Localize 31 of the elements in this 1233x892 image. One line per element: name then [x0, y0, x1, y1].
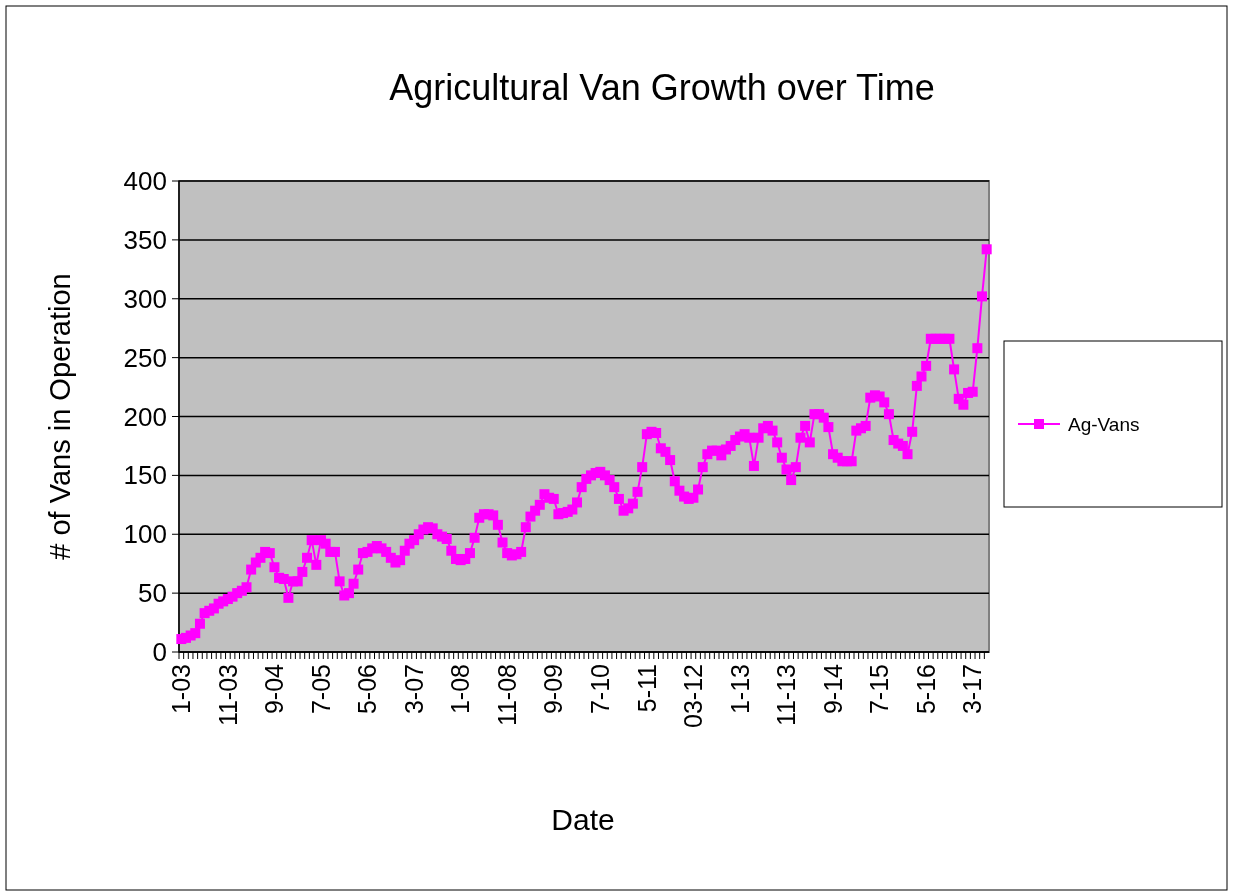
x-tick-label: 1-13 [725, 664, 754, 715]
y-tick-label: 0 [152, 637, 167, 668]
y-axis-title: # of Vans in Operation [44, 273, 76, 560]
x-tick-label: 9-09 [539, 664, 568, 715]
x-tick-label: 11-08 [492, 664, 521, 727]
x-tick-label: 7-05 [306, 664, 335, 715]
legend-label: Ag-Vans [1068, 413, 1140, 435]
y-tick-label: 150 [123, 460, 167, 491]
x-tick-label: 11-03 [213, 664, 242, 727]
x-tick-label: 3-07 [399, 664, 428, 715]
x-tick-label: 9-04 [260, 663, 289, 715]
x-axis-title: Date [551, 803, 615, 836]
x-tick-label: 11-13 [772, 664, 801, 727]
y-tick-label: 200 [123, 401, 167, 432]
x-tick-label: 5-16 [911, 664, 940, 715]
y-tick-label: 250 [123, 342, 167, 373]
y-tick-label: 350 [123, 224, 167, 255]
y-tick-label: 400 [123, 166, 167, 197]
x-tick-label: 7-15 [865, 664, 894, 715]
y-tick-label: 50 [138, 578, 167, 609]
x-tick-label: 03-12 [679, 664, 708, 728]
y-tick-label: 100 [123, 519, 167, 550]
x-tick-label: 9-14 [818, 663, 847, 715]
x-tick-label: 1-03 [167, 664, 196, 715]
x-tick-label: 7-10 [586, 664, 615, 715]
x-tick-label: 5-11 [632, 664, 661, 713]
chart-title: Agricultural Van Growth over Time [389, 67, 935, 108]
x-tick-label: 5-06 [353, 664, 382, 715]
x-tick-label: 3-17 [958, 664, 987, 715]
y-tick-label: 300 [123, 283, 167, 314]
x-tick-label: 1-08 [446, 664, 475, 715]
